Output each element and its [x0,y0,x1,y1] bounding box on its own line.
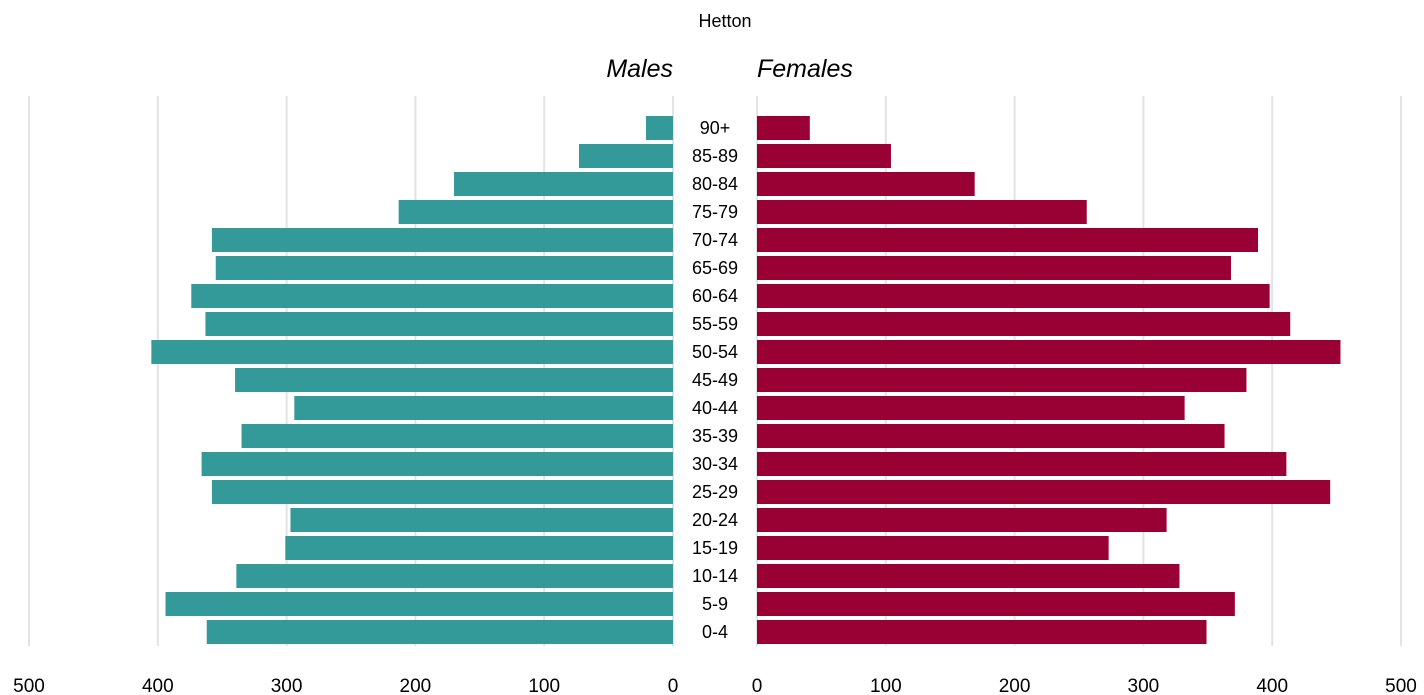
males-title: Males [606,55,673,83]
x-tick-label: 200 [400,676,432,695]
male-bar [235,368,673,392]
female-bar [757,256,1231,280]
male-bar [151,340,674,364]
age-group-label: 55-59 [692,314,738,334]
female-bar [757,340,1341,364]
age-group-label: 75-79 [692,202,738,222]
female-bar [757,144,891,168]
age-group-label: 70-74 [692,230,738,250]
age-group-label: 15-19 [692,538,738,558]
male-bar [236,564,674,588]
x-tick-label: 0 [752,676,763,695]
male-bar [211,480,673,504]
age-group-label: 45-49 [692,370,738,390]
female-bar [757,284,1270,308]
age-group-label: 65-69 [692,258,738,278]
age-group-label: 85-89 [692,146,738,166]
female-bar [757,536,1109,560]
x-tick-label: 100 [870,676,902,695]
female-bar [757,620,1207,644]
female-bar [757,228,1259,252]
x-tick-label: 400 [1256,676,1288,695]
age-labels: 90+ 85-89 80-84 75-79 70-74 65-69 60-64 55-59 50… [692,118,738,642]
age-group-label: 5-9 [702,594,728,614]
female-bar [757,480,1331,504]
x-tick-label: 300 [1128,676,1160,695]
female-bar [757,116,810,140]
male-bar [165,592,673,616]
female-bar [757,396,1185,420]
female-bar [757,564,1180,588]
x-tick-label: 0 [668,676,679,695]
male-bar [290,508,673,532]
females-title: Females [757,55,853,83]
male-bar [285,536,673,560]
x-tick-label: 500 [13,676,45,695]
male-bar [454,172,673,196]
x-axis-ticks: 500 400 300 200 100 0 0 100 200 300 400 500 [13,676,1417,695]
x-tick-label: 400 [142,676,174,695]
female-bar [757,508,1167,532]
male-bar [205,312,673,336]
bars [151,116,1341,644]
female-bar [757,592,1235,616]
male-bar [645,116,673,140]
age-group-label: 60-64 [692,286,738,306]
male-bar [206,620,673,644]
female-bar [757,368,1247,392]
age-group-label: 25-29 [692,482,738,502]
male-bar [215,256,673,280]
x-tick-label: 100 [528,676,560,695]
male-bar [201,452,674,476]
age-group-label: 10-14 [692,566,738,586]
age-group-label: 40-44 [692,398,738,418]
age-group-label: 80-84 [692,174,738,194]
age-group-label: 90+ [700,118,731,138]
x-tick-label: 300 [271,676,303,695]
age-group-label: 35-39 [692,426,738,446]
male-bar [191,284,673,308]
male-bar [241,424,673,448]
female-bar [757,452,1287,476]
age-group-label: 20-24 [692,510,738,530]
male-bar [578,144,673,168]
x-tick-label: 200 [999,676,1031,695]
male-bar [294,396,673,420]
female-bar [757,172,975,196]
chart-title: Hetton [698,11,751,31]
age-group-label: 30-34 [692,454,738,474]
female-bar [757,312,1291,336]
female-bar [757,424,1225,448]
age-group-label: 0-4 [702,622,728,642]
male-bar [398,200,673,224]
x-tick-label: 500 [1385,676,1417,695]
age-group-label: 50-54 [692,342,738,362]
male-bar [211,228,673,252]
female-bar [757,200,1087,224]
